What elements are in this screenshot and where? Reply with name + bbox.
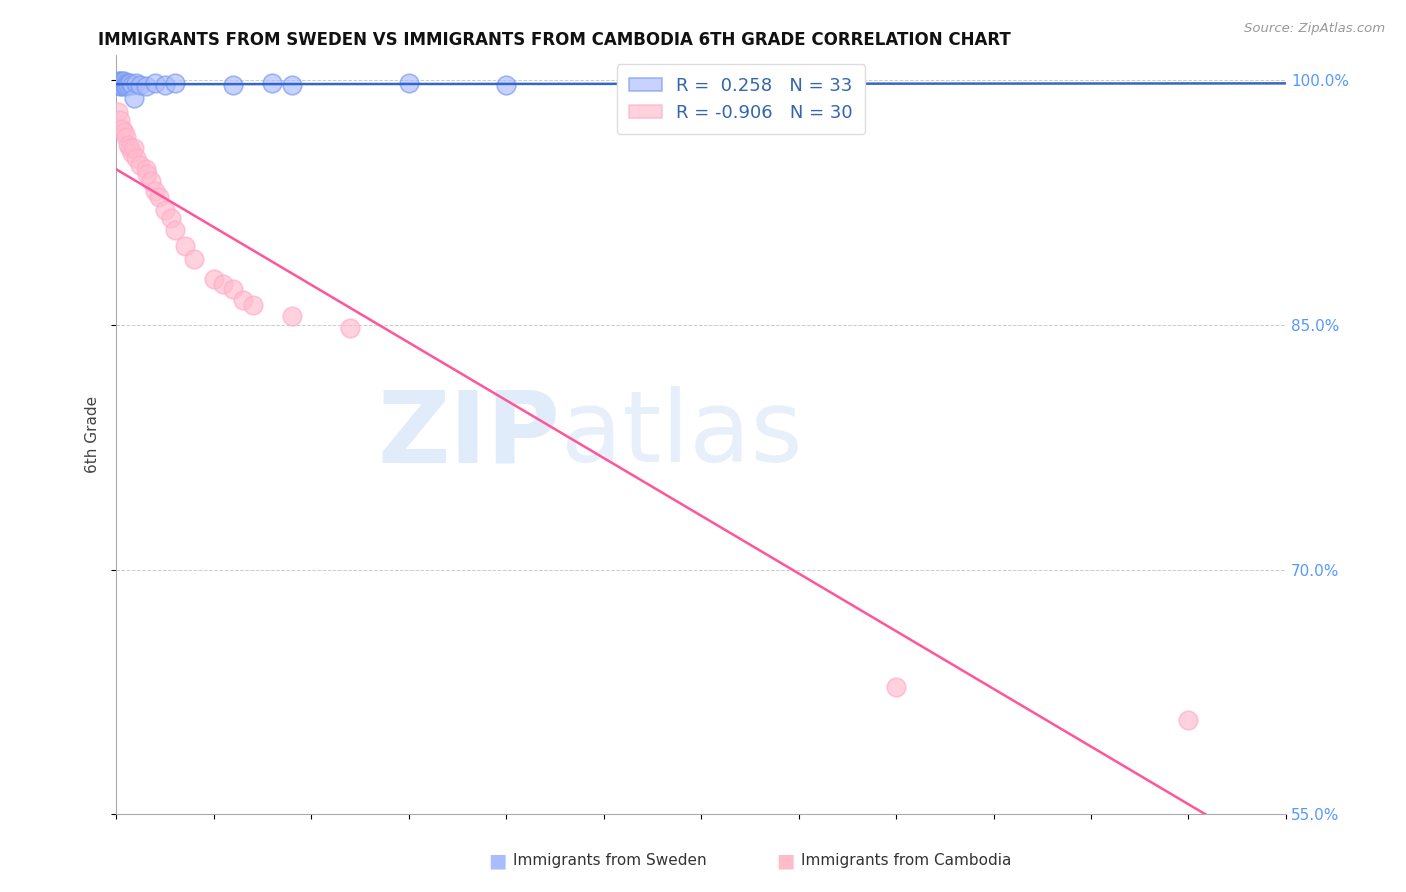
Point	[115, 78, 138, 92]
Legend: R =  0.258   N = 33, R = -0.906   N = 30: R = 0.258 N = 33, R = -0.906 N = 30	[617, 64, 866, 135]
Text: IMMIGRANTS FROM SWEDEN VS IMMIGRANTS FROM CAMBODIA 6TH GRADE CORRELATION CHART: IMMIGRANTS FROM SWEDEN VS IMMIGRANTS FRO…	[98, 31, 1011, 49]
Point	[112, 76, 135, 90]
Point	[111, 76, 134, 90]
Text: ■: ■	[776, 851, 794, 871]
Point	[122, 141, 145, 155]
Point	[262, 76, 284, 90]
Point	[163, 76, 186, 90]
Point	[121, 146, 143, 161]
Point	[153, 203, 176, 218]
Point	[107, 105, 129, 120]
Point	[125, 76, 148, 90]
Point	[112, 125, 135, 139]
Point	[280, 310, 302, 324]
Point	[141, 174, 163, 188]
Point	[117, 138, 139, 153]
Point	[134, 162, 156, 177]
Point	[242, 298, 264, 312]
Point	[232, 293, 254, 307]
Point	[222, 282, 245, 296]
Point	[398, 76, 420, 90]
Point	[112, 74, 135, 88]
Point	[183, 252, 205, 267]
Point	[212, 277, 235, 291]
Text: Immigrants from Cambodia: Immigrants from Cambodia	[801, 854, 1012, 868]
Point	[107, 78, 129, 92]
Point	[118, 141, 141, 155]
Point	[884, 680, 907, 694]
Text: Source: ZipAtlas.com: Source: ZipAtlas.com	[1244, 22, 1385, 36]
Point	[136, 167, 159, 181]
Point	[108, 113, 131, 128]
Point	[280, 78, 302, 92]
Point	[111, 74, 134, 88]
Point	[118, 76, 141, 90]
Point	[202, 272, 225, 286]
Y-axis label: 6th Grade: 6th Grade	[86, 396, 100, 474]
Point	[128, 157, 150, 171]
Point	[111, 79, 134, 94]
Text: ZIP: ZIP	[378, 386, 561, 483]
Point	[148, 190, 170, 204]
Point	[107, 74, 129, 88]
Point	[134, 79, 156, 94]
Point	[128, 78, 150, 92]
Point	[112, 78, 135, 92]
Point	[143, 76, 166, 90]
Point	[122, 90, 145, 104]
Point	[163, 223, 186, 237]
Point	[143, 184, 166, 198]
Text: Immigrants from Sweden: Immigrants from Sweden	[513, 854, 707, 868]
Point	[108, 78, 131, 92]
Point	[115, 129, 138, 144]
Point	[117, 78, 139, 92]
Point	[108, 76, 131, 90]
Point	[222, 78, 245, 92]
Point	[107, 76, 129, 90]
Point	[121, 78, 143, 92]
Point	[111, 78, 134, 92]
Point	[115, 76, 138, 90]
Point	[339, 321, 361, 335]
Point	[108, 74, 131, 88]
Point	[160, 211, 183, 226]
Point	[111, 121, 134, 136]
Point	[173, 239, 195, 253]
Point	[495, 78, 517, 92]
Text: ■: ■	[488, 851, 506, 871]
Point	[117, 76, 139, 90]
Point	[1177, 713, 1199, 727]
Text: atlas: atlas	[561, 386, 803, 483]
Point	[125, 151, 148, 165]
Point	[108, 79, 131, 94]
Point	[153, 78, 176, 92]
Point	[115, 79, 138, 94]
